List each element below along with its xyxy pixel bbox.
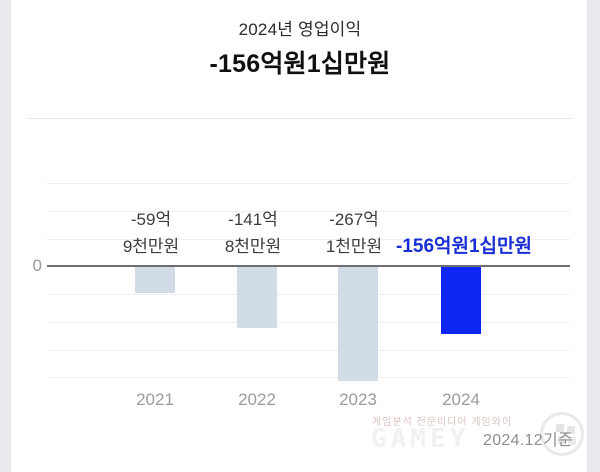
value-label-line: 8천만원 [224,237,282,256]
year-label-2024: 2024 [442,390,480,409]
value-label-line: -267억 [329,210,379,229]
header-divider [27,118,573,119]
as-of-date-label: 2024.12기준 [483,432,573,449]
left-edge-band [0,0,11,472]
chart-title: 2024년 영업이익 [238,20,362,39]
watermark-stamp-circle-icon [540,412,584,456]
value-label-2024: -156억원1십만원 [396,234,532,260]
watermark-text: 게임분석 전문미디어 게임와이 [372,417,513,428]
gridline [47,322,570,323]
gridline [47,377,570,378]
value-label-line: -141억 [228,210,278,229]
zero-axis-line [47,265,570,267]
gridline [47,239,570,240]
value-label-line: 1천만원 [325,237,383,256]
year-label-2023: 2023 [339,390,377,409]
year-label-2021: 2021 [136,390,174,409]
bar-2024 [441,267,481,334]
year-label-2022: 2022 [238,390,276,409]
value-label-2022: -141억 8천만원 [225,206,281,260]
bar-2023 [338,267,378,381]
bar-2022 [237,267,277,328]
value-label-2021: -59억 9천만원 [123,206,179,260]
watermark-stamp-glyph-icon [556,424,564,432]
watermark-logo-gamey: GAMEY [371,424,470,454]
value-label-2023: -267억 1천만원 [326,206,382,260]
value-label-line: 9천만원 [122,237,180,256]
gridline [47,350,570,351]
bar-2021 [135,267,175,293]
right-edge-band [587,0,600,472]
chart-subtitle-total: -156억원1십만원 [209,50,391,78]
gridline [47,294,570,295]
value-label-line: -156억원1십만원 [396,236,532,257]
value-label-line: -59억 [130,210,172,229]
gridline [47,183,570,184]
gridline [47,211,570,212]
y-axis-zero-label: 0 [32,256,42,275]
